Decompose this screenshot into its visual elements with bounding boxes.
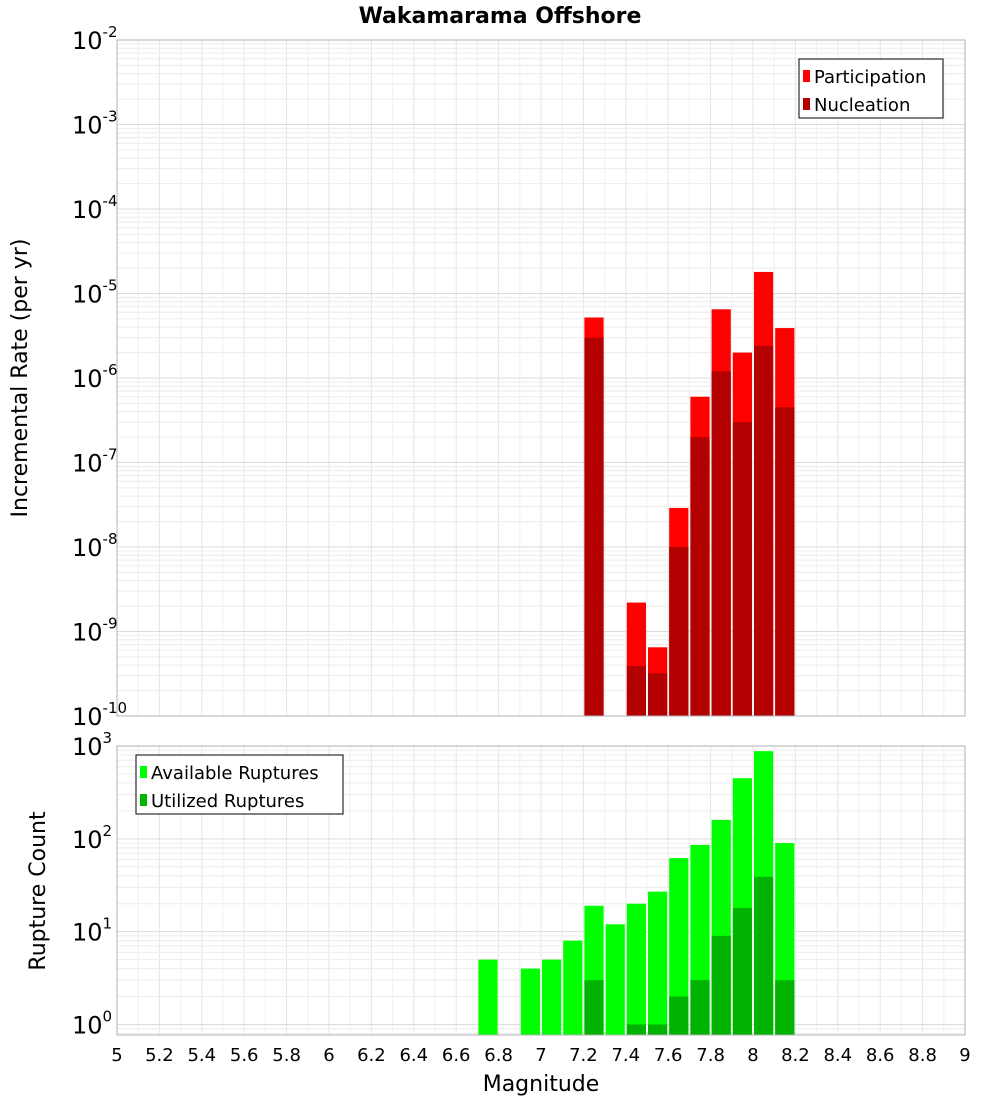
bar [775, 980, 795, 1035]
y-axis-label-top: Incremental Rate (per yr) [8, 239, 33, 518]
bar [626, 903, 646, 1035]
bar [478, 959, 498, 1035]
top-y-tick-label: 10-5 [72, 277, 118, 309]
bottom-series-utilized-ruptures [584, 876, 795, 1035]
x-tick-label: 5.2 [145, 1045, 174, 1066]
bottom-legend-swatch [140, 766, 147, 778]
bar [711, 935, 731, 1035]
top-y-tick-label: 10-2 [72, 23, 118, 55]
x-tick-label: 5.6 [230, 1045, 259, 1066]
bar [584, 980, 604, 1035]
bottom-legend-box [135, 754, 344, 815]
bottom-legend: Available Ruptures Utilized Ruptures [135, 754, 344, 815]
x-tick-label: 8.4 [823, 1045, 852, 1066]
x-tick-label: 7.4 [611, 1045, 640, 1066]
bar [669, 858, 689, 1035]
x-tick-label: 5 [111, 1045, 122, 1066]
top-grid [116, 39, 966, 717]
bar [584, 337, 604, 716]
x-tick-label: 8.2 [781, 1045, 810, 1066]
x-axis-label: Magnitude [483, 1072, 600, 1097]
bar [690, 437, 710, 716]
x-tick-label: 5.8 [272, 1045, 301, 1066]
top-legend-box [798, 58, 944, 119]
bar [754, 876, 774, 1035]
bottom-y-tick-label: 101 [72, 915, 112, 947]
bar [520, 968, 540, 1035]
x-tick-label: 6.4 [399, 1045, 428, 1066]
x-tick-label: 7 [535, 1045, 546, 1066]
top-legend: Participation Nucleation [798, 58, 944, 119]
x-tick-label: 6.6 [442, 1045, 471, 1066]
top-y-tick-label: 10-3 [72, 108, 118, 140]
bar [605, 924, 625, 1035]
plot-border-top [116, 39, 966, 717]
x-tick-label: 7.6 [654, 1045, 683, 1066]
bottom-legend-label: Utilized Ruptures [151, 791, 304, 812]
bottom-y-tick-label: 103 [72, 729, 112, 761]
top-legend-swatch [803, 70, 810, 82]
top-series-nucleation [584, 337, 795, 716]
bar [690, 980, 710, 1035]
x-tick-label: 7.8 [696, 1045, 725, 1066]
bar [626, 1024, 646, 1035]
top-y-tick-label: 10-4 [72, 192, 118, 224]
x-tick-label: 5.4 [187, 1045, 216, 1066]
bar [669, 547, 689, 716]
bar [775, 407, 795, 716]
bottom-legend-label: Available Ruptures [151, 763, 319, 784]
top-y-tick-label: 10-7 [72, 446, 118, 478]
top-y-tick-label: 10-8 [72, 530, 118, 562]
top-y-tick-label: 10-6 [72, 361, 118, 393]
top-legend-label: Participation [814, 67, 926, 88]
y-axis-label-bottom: Rupture Count [26, 811, 51, 971]
bar [626, 666, 646, 716]
x-tick-label: 8.6 [866, 1045, 895, 1066]
x-tick-label: 8.8 [908, 1045, 937, 1066]
bar [754, 345, 774, 716]
top-y-tick-label: 10-10 [72, 699, 127, 731]
chart-title: Wakamarama Offshore [359, 4, 642, 29]
x-tick-label: 6 [323, 1045, 334, 1066]
bar [648, 891, 668, 1035]
plot-border-bottom [116, 745, 966, 1036]
bar [648, 673, 668, 716]
bar [648, 1024, 668, 1035]
bar [669, 996, 689, 1035]
bottom-legend-swatch [140, 794, 147, 806]
x-tick-label: 9 [959, 1045, 970, 1066]
bar [542, 959, 562, 1035]
bar [732, 907, 752, 1035]
bar [732, 422, 752, 716]
top-legend-swatch [803, 98, 810, 110]
x-tick-label: 8 [747, 1045, 758, 1066]
top-y-tick-label: 10-9 [72, 615, 118, 647]
x-tick-label: 7.2 [569, 1045, 598, 1066]
bottom-y-tick-label: 100 [72, 1007, 112, 1039]
x-tick-label: 6.8 [484, 1045, 513, 1066]
bar [563, 940, 583, 1035]
top-legend-label: Nucleation [814, 95, 910, 116]
bar [711, 371, 731, 716]
x-tick-label: 6.2 [357, 1045, 386, 1066]
bottom-y-tick-label: 102 [72, 822, 112, 854]
